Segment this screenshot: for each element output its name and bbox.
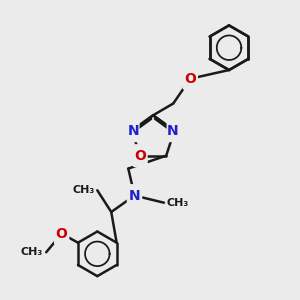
- Text: N: N: [129, 189, 140, 202]
- Text: O: O: [184, 72, 196, 86]
- Text: CH₃: CH₃: [21, 247, 43, 257]
- Text: N: N: [167, 124, 178, 138]
- Text: N: N: [128, 124, 139, 138]
- Text: CH₃: CH₃: [73, 185, 95, 195]
- Text: CH₃: CH₃: [167, 198, 189, 208]
- Text: O: O: [56, 227, 68, 241]
- Text: O: O: [134, 149, 146, 163]
